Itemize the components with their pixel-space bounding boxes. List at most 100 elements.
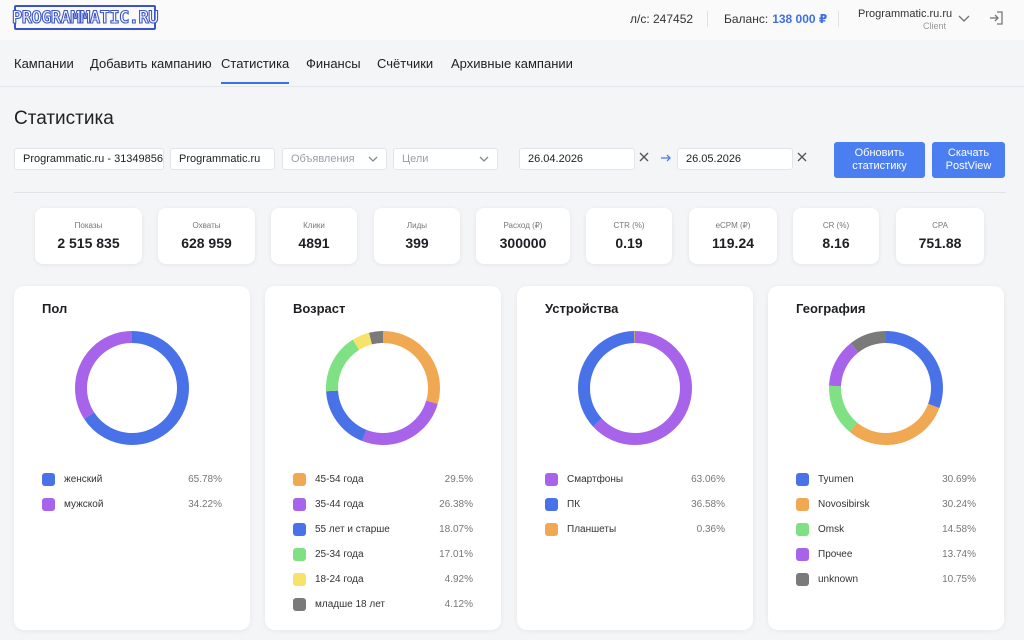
legend-label: 45-54 года xyxy=(315,474,364,485)
donut-segment-4[interactable] xyxy=(326,331,440,445)
legend-label: unknown xyxy=(818,574,859,585)
refresh-stats-button[interactable]: Обновить статистику xyxy=(834,142,925,178)
kpi-value: 119.24 xyxy=(711,235,755,251)
legend-item: unknown 10.75% xyxy=(796,573,976,598)
goals-select[interactable]: Цели xyxy=(393,148,498,170)
kpi-label: Охваты xyxy=(192,221,221,230)
geography-donut-chart xyxy=(829,331,943,445)
clear-date-to-icon[interactable] xyxy=(796,151,808,163)
legend-label: Смартфоны xyxy=(567,474,624,485)
donut-segment-6[interactable] xyxy=(326,331,440,445)
divider xyxy=(14,192,1006,193)
legend-value: 34.22% xyxy=(188,499,222,510)
tab-finance[interactable]: Финансы xyxy=(306,56,361,71)
tab-counters[interactable]: Счётчики xyxy=(377,56,434,71)
chevron-down-icon xyxy=(479,156,489,162)
kpi-value: 8.16 xyxy=(822,235,850,251)
kpi-label: Лиды xyxy=(406,221,428,230)
donut-segment-2[interactable] xyxy=(75,331,189,445)
balance-label: Баланс: xyxy=(724,12,769,26)
devices-card: Устройства Смартфоны 63.06% ПК 36.58% План… xyxy=(517,286,753,630)
legend-item: Смартфоны 63.06% xyxy=(545,473,725,498)
donut-segment-2[interactable] xyxy=(326,331,440,445)
chart-legend: Tyumen 30.69% Novosibirsk 30.24% Omsk 14.58… xyxy=(796,473,976,598)
kpi-label: CPA xyxy=(932,221,948,230)
kpi-card: Показы 2 515 835 xyxy=(35,208,142,264)
legend-item: Прочее 13.74% xyxy=(796,548,976,573)
tab-add-campaign[interactable]: Добавить кампанию xyxy=(90,56,212,71)
legend-label: 25-34 года xyxy=(315,549,364,560)
legend-label: младше 18 лет xyxy=(315,599,386,610)
kpi-value: 751.88 xyxy=(918,235,962,251)
balance: Баланс: 138 000 ₽ xyxy=(724,12,827,26)
download-postview-button[interactable]: Скачать PostView xyxy=(932,142,1005,178)
legend-item: 45-54 года 29.5% xyxy=(293,473,473,498)
legend-value: 4.12% xyxy=(444,599,473,610)
legend-value: 63.06% xyxy=(691,474,725,485)
legend-item: Novosibirsk 30.24% xyxy=(796,498,976,523)
account-select[interactable]: Programmatic.ru - 31349856 xyxy=(14,148,164,170)
legend-label: 35-44 года xyxy=(315,499,364,510)
tab-archived-campaigns[interactable]: Архивные кампании xyxy=(451,56,573,71)
brand-logo[interactable]: PROGRAMMATIC.RU xyxy=(11,5,159,30)
kpi-value: 4891 xyxy=(298,235,330,251)
kpi-label: Показы xyxy=(74,221,103,230)
legend-item: младше 18 лет 4.12% xyxy=(293,598,473,623)
clear-date-from-icon[interactable] xyxy=(638,151,650,163)
account-number: л/с: 247452 xyxy=(630,12,694,26)
kpi-card: CTR (%) 0.19 xyxy=(586,208,672,264)
legend-value: 18.07% xyxy=(439,524,473,535)
legend-swatch xyxy=(293,498,306,511)
legend-swatch xyxy=(796,548,809,561)
geography-card: География Tyumen 30.69% Novosibirsk 30.24%… xyxy=(768,286,1004,630)
donut-segment-5[interactable] xyxy=(829,331,943,445)
goals-placeholder: Цели xyxy=(402,153,429,165)
legend-swatch xyxy=(42,498,55,511)
donut-segment-2[interactable] xyxy=(829,331,943,445)
date-from-input[interactable]: 26.04.2026 xyxy=(519,148,635,170)
ads-select[interactable]: Объявления xyxy=(282,148,387,170)
legend-label: 55 лет и старше xyxy=(315,524,390,535)
page-title: Статистика xyxy=(14,108,114,129)
date-to-input[interactable]: 26.05.2026 xyxy=(677,148,793,170)
donut-segment-3[interactable] xyxy=(578,331,692,445)
legend-value: 30.24% xyxy=(942,499,976,510)
legend-value: 65.78% xyxy=(188,474,222,485)
kpi-card: CR (%) 8.16 xyxy=(793,208,879,264)
chevron-down-icon[interactable] xyxy=(958,14,970,24)
card-title: Пол xyxy=(42,301,68,316)
kpi-card: Лиды 399 xyxy=(374,208,460,264)
chart-legend: 45-54 года 29.5% 35-44 года 26.38% 55 лет … xyxy=(293,473,473,623)
kpi-value: 628 959 xyxy=(181,235,232,251)
legend-label: 18-24 года xyxy=(315,574,364,585)
legend-swatch xyxy=(293,598,306,611)
kpi-value: 300000 xyxy=(499,235,547,251)
tab-statistics[interactable]: Статистика xyxy=(221,56,290,84)
devices-donut-chart xyxy=(578,331,692,445)
legend-value: 13.74% xyxy=(942,549,976,560)
divider xyxy=(0,86,1024,87)
donut-segment-3[interactable] xyxy=(829,331,943,445)
legend-swatch xyxy=(545,498,558,511)
legend-label: Прочее xyxy=(818,549,853,560)
kpi-value: 399 xyxy=(405,235,429,251)
logout-icon[interactable] xyxy=(988,10,1004,26)
legend-swatch xyxy=(545,523,558,536)
user-menu[interactable]: Programmatic.ru.ru Client xyxy=(858,8,952,31)
legend-label: ПК xyxy=(567,499,581,510)
legend-swatch xyxy=(796,573,809,586)
kpi-card: CPA 751.88 xyxy=(896,208,984,264)
legend-item: 25-34 года 17.01% xyxy=(293,548,473,573)
campaign-select[interactable]: Programmatic.ru xyxy=(170,148,275,170)
tab-campaigns[interactable]: Кампании xyxy=(14,56,74,71)
user-role: Client xyxy=(922,21,946,31)
donut-segment-2[interactable] xyxy=(578,331,692,445)
main-nav: Кампании Добавить кампанию Статистика Фи… xyxy=(0,40,1024,86)
legend-item: 35-44 года 26.38% xyxy=(293,498,473,523)
chart-legend: Смартфоны 63.06% ПК 36.58% Планшеты 0.36% xyxy=(545,473,725,548)
legend-value: 10.75% xyxy=(942,574,976,585)
gender-card: Пол женский 65.78% мужской 34.22% xyxy=(14,286,250,630)
card-title: Возраст xyxy=(293,301,346,316)
legend-swatch xyxy=(293,473,306,486)
legend-item: 18-24 года 4.92% xyxy=(293,573,473,598)
